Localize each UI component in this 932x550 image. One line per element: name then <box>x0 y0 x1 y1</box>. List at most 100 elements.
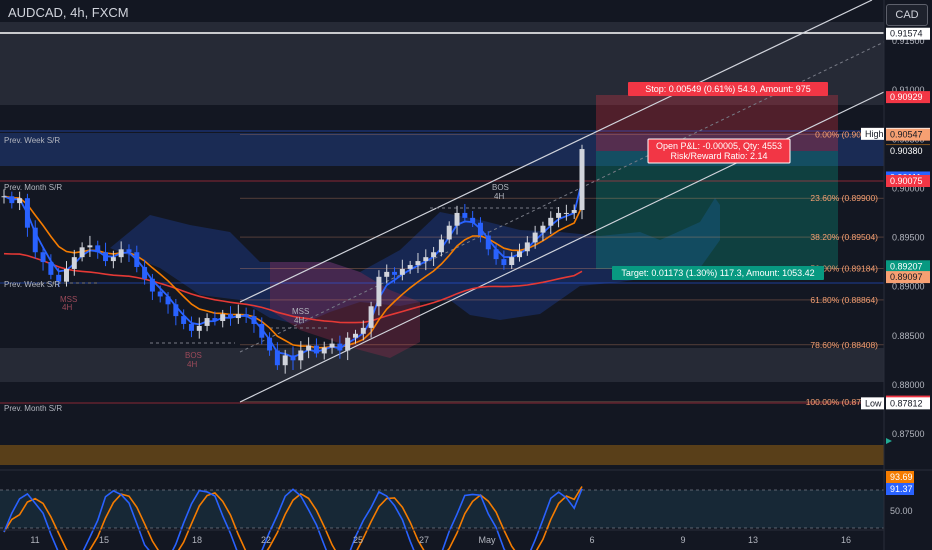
rr-label: Risk/Reward Ratio: 2.14 <box>670 151 767 161</box>
x-tick-label: May <box>478 535 496 545</box>
fib-label: 61.80% (0.88864) <box>810 295 878 305</box>
chart-title: AUDCAD, 4h, FXCM <box>8 5 129 20</box>
candle-body <box>173 304 179 317</box>
candle-body <box>556 212 562 218</box>
y-tick-label: 0.91000 <box>892 85 925 95</box>
candle-body <box>95 245 101 253</box>
candle-body <box>290 355 296 361</box>
price-tag <box>886 397 930 410</box>
candle-body <box>509 257 515 266</box>
candle-body <box>407 265 413 269</box>
candle-body <box>423 257 429 262</box>
x-tick-label: 16 <box>841 535 851 545</box>
y-tick-label: 0.89000 <box>892 282 925 292</box>
candle-body <box>79 247 85 258</box>
price-tag <box>886 260 930 273</box>
candle-body <box>110 257 116 262</box>
price-tag <box>886 27 930 40</box>
candle-body <box>477 222 483 236</box>
price-tags: 0.915740.909290.90555High0.905470.903850… <box>861 27 930 410</box>
candle-body <box>306 345 312 351</box>
candle-body <box>548 217 554 226</box>
position-tool[interactable] <box>596 95 838 269</box>
x-tick-label: 15 <box>99 535 109 545</box>
prev-week-label-top: Prev. Week S/R <box>4 136 60 145</box>
candle-body <box>9 196 15 204</box>
prev-month-label-bottom: Prev. Month S/R <box>4 404 62 413</box>
candle-body <box>267 337 273 351</box>
candle-body <box>228 314 234 319</box>
sr-lines <box>0 130 884 404</box>
bos-label-left: BOS <box>185 351 202 360</box>
stoch-k-line <box>3 488 583 550</box>
stoch-k-value: 91.37 <box>890 484 913 494</box>
fib-label: 0.00% (0.90547) <box>815 130 878 140</box>
candle-body <box>454 212 460 226</box>
candle-body <box>345 337 351 351</box>
candle-body <box>446 225 452 240</box>
y-tick-label: 0.91500 <box>892 36 925 46</box>
candle-body <box>470 217 476 223</box>
candle-body <box>298 350 304 361</box>
y-tick-label: 0.88500 <box>892 331 925 341</box>
x-tick-label: 6 <box>589 535 594 545</box>
candle-body <box>87 245 93 248</box>
candle-body <box>415 261 421 266</box>
stochastic-pane[interactable] <box>0 486 884 550</box>
y-tick-label: 0.87500 <box>892 429 925 439</box>
candle-body <box>392 271 398 275</box>
bos-tf-left: 4H <box>187 360 197 369</box>
mss-tf-mid: 4H <box>294 316 304 325</box>
candle-body <box>235 314 241 319</box>
structure-lines <box>40 207 560 344</box>
x-tick-label: 27 <box>419 535 429 545</box>
fib-label: 23.60% (0.89900) <box>810 193 878 203</box>
candle-body <box>462 212 468 218</box>
position-labels: Stop: 0.00549 (0.61%) 54.9, Amount: 975 … <box>612 82 828 280</box>
candle-body <box>220 314 226 322</box>
bos-label-right: BOS <box>492 183 509 192</box>
candle-body <box>181 316 187 324</box>
ma-mid-line <box>3 195 583 349</box>
stoch-d-line <box>3 486 583 550</box>
candle-body <box>274 350 280 366</box>
fib-label: 78.60% (0.88408) <box>810 340 878 350</box>
candle-body <box>524 242 530 252</box>
price-tag-text: 0.89207 <box>890 261 923 271</box>
candle-body <box>71 257 77 269</box>
candle-body <box>204 318 210 326</box>
side-tag <box>861 127 884 140</box>
price-tag-text: 0.87812 <box>890 398 923 408</box>
price-tag <box>886 145 930 158</box>
annotations: Prev. Week S/R Prev. Month S/R Prev. Wee… <box>4 136 509 413</box>
time-axis[interactable]: 11 15 18 22 25 27 May 6 9 13 16 <box>30 535 851 545</box>
candle-body <box>188 323 194 331</box>
candle-body <box>399 268 405 275</box>
candle-body <box>360 327 366 334</box>
mss-tf-left: 4H <box>62 303 72 312</box>
candle-body <box>579 149 585 210</box>
candle-body <box>157 291 163 297</box>
candle-body <box>329 343 335 348</box>
fib-label: 50.00% (0.89184) <box>810 264 878 274</box>
candle-body <box>56 274 62 282</box>
stoch-tick-50: 50.00 <box>890 506 913 516</box>
price-tag-text: 0.90929 <box>890 92 923 102</box>
currency-button[interactable]: CAD <box>886 4 928 26</box>
price-tag <box>886 175 930 188</box>
target-label: Target: 0.01173 (1.30%) 117.3, Amount: 1… <box>621 268 814 278</box>
candle-body <box>17 198 23 204</box>
candlesticks <box>1 144 585 374</box>
price-tag-text: 0.90075 <box>890 176 923 186</box>
candle-body <box>134 252 140 267</box>
candle-body <box>384 271 390 277</box>
candle-body <box>63 268 69 282</box>
candle-body <box>493 249 499 260</box>
prev-week-label-bottom: Prev. Week S/R <box>4 280 60 289</box>
y-tick-label: 0.90000 <box>892 183 925 193</box>
price-tag-text: 0.89097 <box>890 272 923 282</box>
mss-label-left: MSS <box>60 295 77 304</box>
price-tag <box>886 91 930 104</box>
candle-body <box>517 251 523 258</box>
